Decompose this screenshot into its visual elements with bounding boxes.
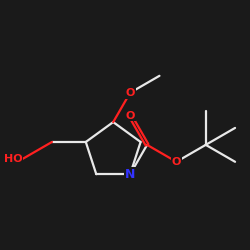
Text: O: O xyxy=(126,110,135,120)
Text: O: O xyxy=(172,157,181,167)
Text: HO: HO xyxy=(4,154,22,164)
Text: O: O xyxy=(126,88,135,98)
Text: N: N xyxy=(125,168,135,181)
